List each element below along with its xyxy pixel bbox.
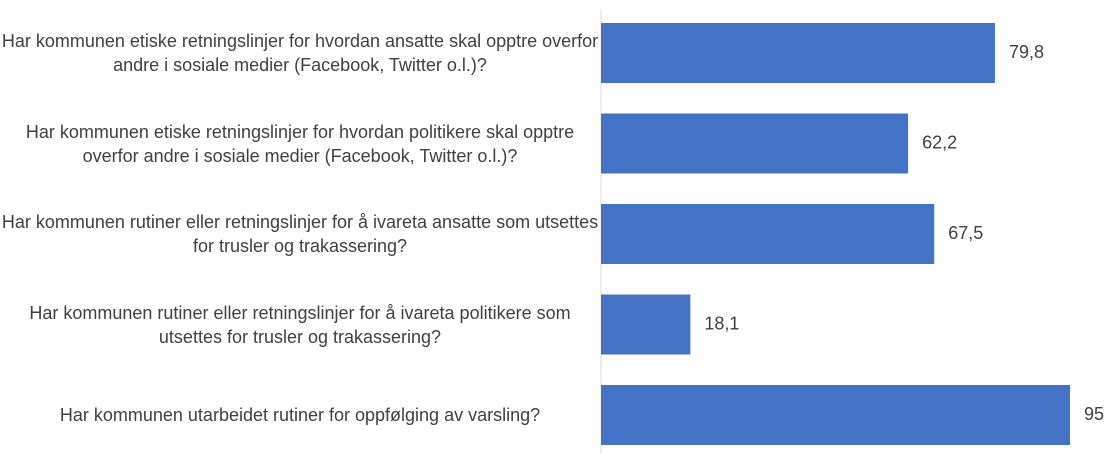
category-label: Har kommunen utarbeidet rutiner for oppf… [59, 405, 541, 425]
bar [601, 385, 1070, 445]
data-label: 62,2 [922, 132, 957, 152]
bar [601, 23, 995, 83]
category-label: Har kommunen etiske retningslinjer for h… [25, 121, 575, 166]
data-label: 67,5 [948, 223, 983, 243]
data-label: 95 [1084, 404, 1104, 424]
data-label: 79,8 [1009, 42, 1044, 62]
bar [601, 204, 935, 264]
bar [601, 113, 909, 174]
category-label: Har kommunen rutiner eller retningslinje… [1, 212, 599, 256]
category-label: Har kommunen rutiner eller retningslinje… [29, 302, 571, 347]
category-label: Har kommunen etiske retningslinjer for h… [1, 31, 599, 75]
data-label: 18,1 [704, 313, 739, 333]
bar [601, 294, 691, 355]
